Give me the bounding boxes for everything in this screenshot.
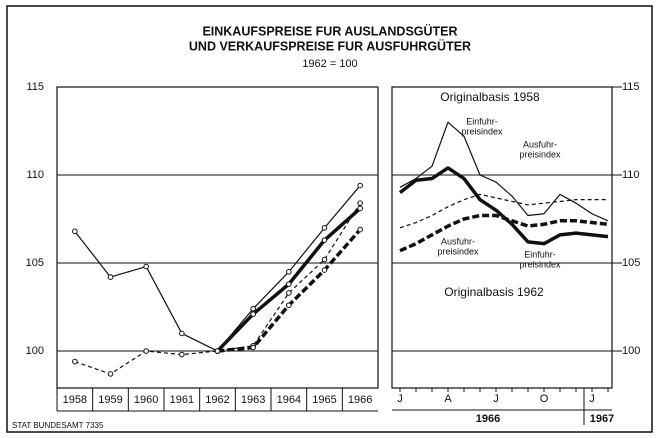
marker xyxy=(72,228,78,235)
y-tick-label: 105 xyxy=(26,257,44,269)
series-line xyxy=(399,121,609,222)
y-tick-label: 115 xyxy=(26,81,44,93)
x-tick-label: A xyxy=(444,393,452,405)
annotation: Ausfuhr- xyxy=(441,236,475,246)
y-tick-label: 110 xyxy=(26,169,44,181)
x-tick-label: J xyxy=(493,393,499,405)
marker xyxy=(286,281,292,287)
marker xyxy=(250,305,256,312)
marker xyxy=(286,302,292,309)
annotation: Originalbasis 1962 xyxy=(444,285,544,299)
series-line xyxy=(399,193,608,229)
annotation: preisindex xyxy=(519,259,561,269)
marker xyxy=(321,237,328,243)
series-line xyxy=(399,213,609,253)
x-tick-label: 1961 xyxy=(170,394,194,406)
x-tick-label: 1958 xyxy=(63,394,87,406)
subtitle: 1962 = 100 xyxy=(302,58,357,70)
marker xyxy=(143,263,149,270)
marker xyxy=(107,371,114,377)
x-tick-label: 1964 xyxy=(277,394,301,406)
marker xyxy=(321,256,328,263)
title-line: UND VERKAUFSPREISE FUR AUSFUHRGÜTER xyxy=(189,38,471,53)
annotation: Einfuhr- xyxy=(466,116,498,126)
y-tick-label: 100 xyxy=(622,345,640,357)
marker xyxy=(107,274,114,280)
x-tick-label: O xyxy=(540,393,549,405)
annotation: preisindex xyxy=(461,126,503,136)
series-line xyxy=(216,207,362,353)
annotation: preisindex xyxy=(437,246,479,256)
x-tick-label: J xyxy=(397,393,403,405)
x-tick-label: 1959 xyxy=(98,394,122,406)
marker xyxy=(357,226,363,233)
year-label: 1967 xyxy=(590,413,614,425)
marker xyxy=(250,344,256,351)
marker xyxy=(286,290,292,296)
marker xyxy=(357,182,363,189)
series-line xyxy=(74,202,361,375)
annotation: Einfuhr- xyxy=(524,249,556,259)
y-tick-label: 100 xyxy=(26,345,44,357)
series-line xyxy=(398,166,609,246)
marker xyxy=(286,269,292,275)
marker xyxy=(357,200,363,206)
source: STAT BUNDESAMT 7335 xyxy=(12,421,104,430)
series-line xyxy=(74,185,361,352)
frame xyxy=(6,5,653,433)
x-tick-label: 1960 xyxy=(134,394,158,406)
marker xyxy=(321,225,328,231)
y-tick-label: 110 xyxy=(622,169,640,181)
marker xyxy=(179,330,185,337)
annotation: Ausfuhr- xyxy=(523,139,557,149)
title-line: EINKAUFSPREISE FUR AUSLANDSGÜTER xyxy=(202,23,457,38)
marker xyxy=(72,358,78,365)
marker xyxy=(250,311,256,317)
y-tick-label: 105 xyxy=(622,257,640,269)
y-tick-label: 115 xyxy=(622,81,640,93)
x-tick-label: 1963 xyxy=(241,394,265,406)
x-tick-label: 1962 xyxy=(205,394,229,406)
x-tick-label: 1965 xyxy=(312,394,336,406)
marker xyxy=(179,351,185,358)
year-label: 1966 xyxy=(476,413,500,425)
annotation: Originalbasis 1958 xyxy=(440,90,540,104)
marker xyxy=(321,267,328,273)
annotation: preisindex xyxy=(519,149,561,159)
x-tick-label: J xyxy=(589,393,595,405)
marker xyxy=(214,348,221,354)
marker xyxy=(143,348,149,354)
x-tick-label: 1966 xyxy=(348,394,372,406)
marker xyxy=(357,205,363,212)
